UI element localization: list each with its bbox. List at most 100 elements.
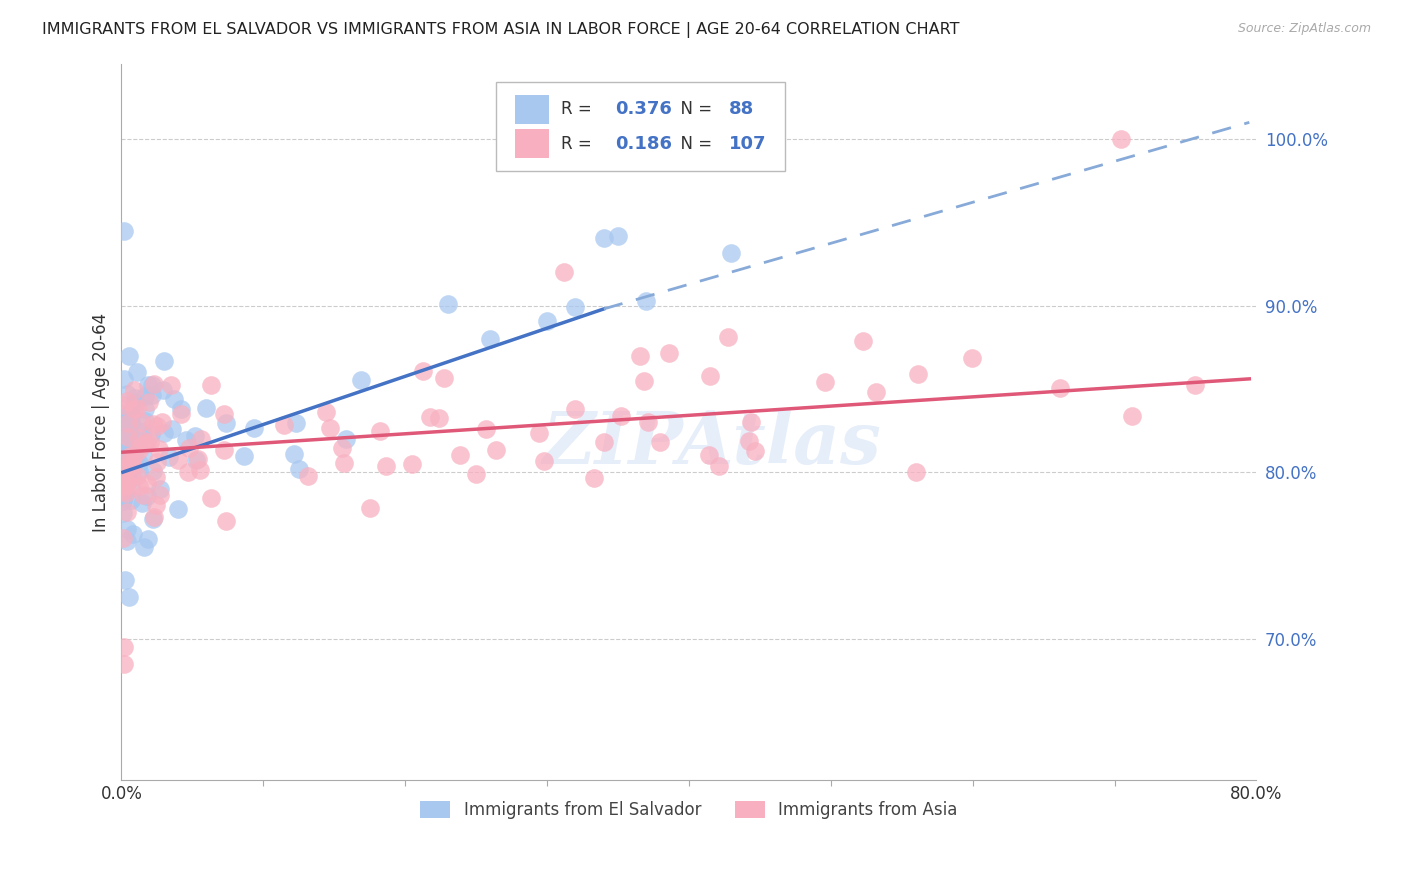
Point [117, 444, 139, 458]
Point [115, 405, 138, 419]
Point [553, 265, 575, 279]
Point [479, 332, 502, 346]
Point [148, 442, 170, 457]
Point [814, 376, 837, 390]
Point [429, 410, 451, 425]
Point [114, 485, 136, 500]
Point [401, 457, 423, 471]
Point [124, 447, 146, 461]
Text: IMMIGRANTS FROM EL SALVADOR VS IMMIGRANTS FROM ASIA IN LABOR FORCE | AGE 20-64 C: IMMIGRANTS FROM EL SALVADOR VS IMMIGRANT… [42, 22, 960, 38]
Point [592, 231, 614, 245]
Point [375, 459, 398, 474]
Point [120, 416, 142, 430]
Point [111, 398, 134, 412]
Point [136, 378, 159, 392]
Point [118, 442, 141, 456]
Point [115, 460, 138, 475]
Point [134, 414, 156, 428]
Text: R =: R = [561, 135, 596, 153]
Point [212, 407, 235, 421]
Point [128, 434, 150, 448]
Point [132, 488, 155, 502]
Point [319, 421, 342, 435]
Point [117, 460, 139, 475]
Point [112, 371, 135, 385]
Point [134, 437, 156, 451]
Point [184, 428, 207, 442]
Point [190, 432, 212, 446]
Point [142, 464, 165, 478]
Point [149, 483, 172, 497]
Point [115, 454, 138, 468]
Point [132, 449, 155, 463]
Point [115, 505, 138, 519]
Point [124, 450, 146, 464]
Point [170, 402, 193, 417]
Point [131, 496, 153, 510]
Y-axis label: In Labor Force | Age 20-64: In Labor Force | Age 20-64 [93, 312, 110, 532]
Point [117, 386, 139, 401]
Point [436, 297, 458, 311]
Point [697, 449, 720, 463]
Point [152, 383, 174, 397]
Point [114, 640, 136, 654]
Point [120, 409, 142, 424]
Point [564, 300, 586, 314]
Point [433, 370, 456, 384]
Point [288, 462, 311, 476]
Point [146, 419, 169, 434]
Point [464, 467, 486, 481]
Point [582, 470, 605, 484]
Point [359, 501, 381, 516]
Point [112, 490, 135, 504]
Point [111, 415, 134, 429]
Point [283, 447, 305, 461]
Point [111, 506, 134, 520]
Point [636, 293, 658, 308]
Point [1111, 132, 1133, 146]
Point [160, 378, 183, 392]
Point [215, 416, 238, 430]
Point [122, 526, 145, 541]
Point [134, 402, 156, 417]
FancyBboxPatch shape [496, 82, 786, 171]
Point [174, 433, 197, 447]
Point [115, 475, 138, 490]
Point [128, 443, 150, 458]
Point [177, 441, 200, 455]
Point [117, 417, 139, 432]
Point [907, 367, 929, 381]
Point [117, 416, 139, 430]
Point [717, 330, 740, 344]
Point [111, 437, 134, 451]
Point [111, 531, 134, 545]
Point [233, 449, 256, 463]
Point [150, 415, 173, 429]
Bar [515, 129, 550, 158]
Point [157, 450, 180, 464]
Text: R =: R = [561, 100, 596, 118]
Point [111, 427, 134, 442]
Point [120, 492, 142, 507]
Point [117, 426, 139, 441]
Point [143, 377, 166, 392]
Point [120, 449, 142, 463]
Point [865, 385, 887, 400]
Point [118, 590, 141, 604]
Point [124, 391, 146, 405]
Point [212, 442, 235, 457]
Text: 107: 107 [728, 135, 766, 153]
Point [121, 456, 143, 470]
Point [121, 458, 143, 472]
Point [200, 378, 222, 392]
Point [120, 469, 142, 483]
Point [200, 491, 222, 505]
Bar [515, 95, 550, 123]
Point [141, 388, 163, 402]
Text: 88: 88 [728, 100, 754, 118]
Point [145, 470, 167, 484]
Point [111, 483, 134, 498]
Point [135, 477, 157, 491]
Point [153, 425, 176, 440]
Point [905, 465, 928, 479]
